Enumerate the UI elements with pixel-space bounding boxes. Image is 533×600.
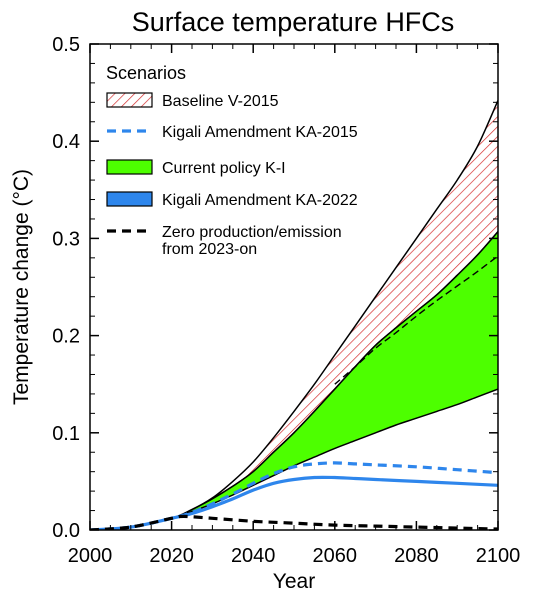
- zero-production-emission-legend-label: Zero production/emission: [162, 224, 342, 241]
- y-tick-label: 0.2: [52, 326, 80, 348]
- x-tick-label: 2040: [231, 545, 276, 567]
- current-policy-k-i-legend-label: Current policy K-I: [162, 160, 286, 177]
- x-tick-label: 2080: [394, 545, 439, 567]
- y-tick-label: 0.5: [52, 34, 80, 56]
- legend-title: Scenarios: [106, 63, 186, 83]
- current-policy-k-i-band: [90, 231, 498, 530]
- kigali-amendment-ka-2015-line: [90, 461, 498, 530]
- x-tick-label: 2020: [149, 545, 194, 567]
- extension-line-5-line: [334, 255, 498, 385]
- kigali-amendment-ka-2022-swatch: [106, 191, 153, 207]
- baseline-v-2015-swatch: [106, 92, 153, 108]
- y-axis-label: Temperature change (°C): [10, 169, 33, 405]
- current-policy-k-i-lower-edge: [90, 388, 498, 530]
- baseline-v-2015-legend-label: Baseline V-2015: [162, 93, 279, 110]
- plot-area: [90, 100, 498, 530]
- x-tick-label: 2100: [476, 545, 521, 567]
- current-policy-k-i-swatch: [106, 159, 153, 175]
- legend: Scenarios Baseline V-2015 Kigali Amendmen…: [106, 63, 358, 258]
- current-policy-k-i-upper-edge: [90, 231, 498, 530]
- x-axis-label: Year: [273, 570, 315, 593]
- x-tick-label: 2060: [313, 545, 358, 567]
- kigali-amendment-ka-2022-legend-label: Kigali Amendment KA-2022: [162, 192, 358, 209]
- zero-production-emission-legend-label-line2: from 2023-on: [162, 241, 257, 258]
- y-tick-label: 0.1: [52, 423, 80, 445]
- zero-production-emission-from-2023-on-line: [90, 514, 498, 530]
- y-tick-label: 0.0: [52, 520, 80, 542]
- x-tick-label: 2000: [68, 545, 113, 567]
- y-tick-label: 0.4: [52, 131, 80, 153]
- chart-title: Surface temperature HFCs: [132, 7, 455, 37]
- y-tick-label: 0.3: [52, 228, 80, 250]
- axis-ticks: 2000 2020 2040 2060 2080 2100 0.0 0.1 0.2 0.3 0.4 0…: [52, 34, 520, 567]
- kigali-amendment-ka-2015-legend-label: Kigali Amendment KA-2015: [162, 124, 358, 141]
